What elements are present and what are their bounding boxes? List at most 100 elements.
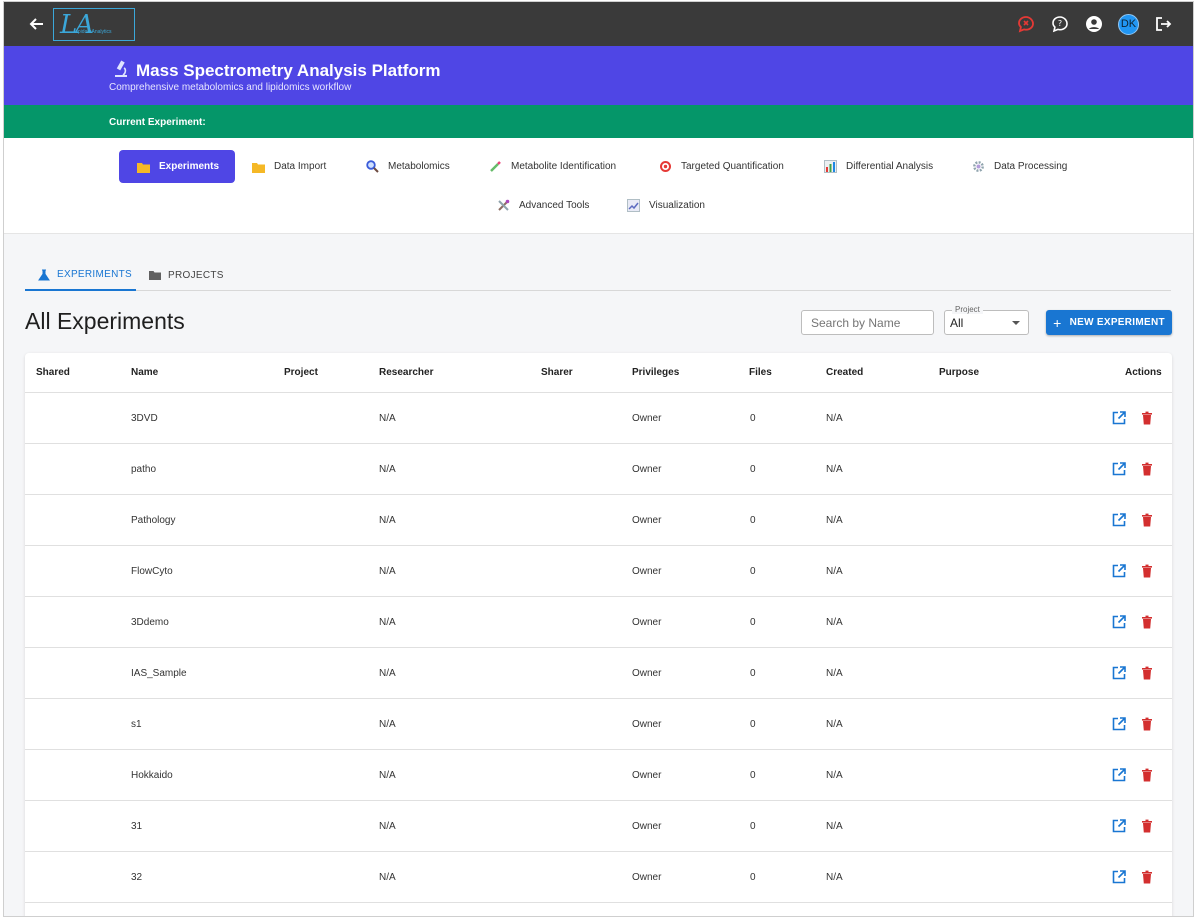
delete-icon[interactable] xyxy=(1140,870,1154,884)
column-header-project[interactable]: Project xyxy=(284,367,318,378)
cell-privileges: Owner xyxy=(632,719,662,730)
project-filter-value: All xyxy=(950,316,964,330)
table-row[interactable]: 31 N/A Owner 0 N/A xyxy=(25,801,1172,852)
open-external-icon[interactable] xyxy=(1112,666,1126,680)
column-header-purpose[interactable]: Purpose xyxy=(939,367,980,378)
toolbar-icons: ? DK xyxy=(1016,2,1173,46)
cell-privileges: Owner xyxy=(632,872,662,883)
delete-icon[interactable] xyxy=(1140,717,1154,731)
cell-privileges: Owner xyxy=(632,566,662,577)
cell-name: 32 xyxy=(131,872,143,883)
delete-icon[interactable] xyxy=(1140,513,1154,527)
nav-item-metabolomics[interactable]: Metabolomics xyxy=(365,150,450,183)
nav-item-differential-analysis[interactable]: Differential Analysis xyxy=(823,150,933,183)
project-filter-select[interactable]: Project All xyxy=(944,305,1029,335)
cell-files: 0 xyxy=(750,464,756,475)
help-chat-icon[interactable]: ? xyxy=(1050,14,1070,34)
microscope-icon xyxy=(112,60,130,78)
open-external-icon[interactable] xyxy=(1112,819,1126,833)
delete-icon[interactable] xyxy=(1140,819,1154,833)
cell-privileges: Owner xyxy=(632,515,662,526)
column-header-files[interactable]: Files xyxy=(749,367,772,378)
folder-icon xyxy=(149,270,161,282)
delete-icon[interactable] xyxy=(1140,411,1154,425)
open-external-icon[interactable] xyxy=(1112,870,1126,884)
cell-researcher: N/A xyxy=(379,515,396,526)
feedback-icon[interactable] xyxy=(1016,14,1036,34)
delete-icon[interactable] xyxy=(1140,666,1154,680)
delete-icon[interactable] xyxy=(1140,462,1154,476)
cell-created: N/A xyxy=(826,821,843,832)
table-row[interactable]: Hokkaido N/A Owner 0 N/A xyxy=(25,750,1172,801)
flask-icon xyxy=(38,269,50,281)
banner-subtitle: Comprehensive metabolomics and lipidomic… xyxy=(109,82,352,93)
cell-name: 3DVD xyxy=(131,413,158,424)
nav-item-targeted-quantification[interactable]: Targeted Quantification xyxy=(658,150,784,183)
page-title: All Experiments xyxy=(25,308,185,334)
cell-files: 0 xyxy=(750,566,756,577)
tab-projects[interactable]: PROJECTS xyxy=(149,260,224,291)
column-header-researcher[interactable]: Researcher xyxy=(379,367,434,378)
delete-icon[interactable] xyxy=(1140,768,1154,782)
platform-banner: Mass Spectrometry Analysis Platform Comp… xyxy=(4,46,1193,105)
table-row[interactable]: Pathology N/A Owner 0 N/A xyxy=(25,495,1172,546)
open-external-icon[interactable] xyxy=(1112,411,1126,425)
nav-item-data-import[interactable]: Data Import xyxy=(251,150,326,183)
cell-files: 0 xyxy=(750,413,756,424)
nav-item-data-processing[interactable]: Data Processing xyxy=(971,150,1067,183)
nav-item-label: Data Import xyxy=(274,161,327,172)
cell-name: 31 xyxy=(131,821,143,832)
open-external-icon[interactable] xyxy=(1112,717,1126,731)
top-app-bar: LA LipidomAnalytics ? DK xyxy=(4,2,1193,46)
nav-item-label: Advanced Tools xyxy=(519,200,590,211)
open-external-icon[interactable] xyxy=(1112,462,1126,476)
nav-item-experiments[interactable]: Experiments xyxy=(119,150,236,183)
column-header-privileges[interactable]: Privileges xyxy=(632,367,680,378)
cell-created: N/A xyxy=(826,413,843,424)
tab-bar: EXPERIMENTS PROJECTS xyxy=(25,260,1171,291)
search-input[interactable] xyxy=(801,310,934,335)
column-header-shared[interactable]: Shared xyxy=(36,367,70,378)
avatar[interactable]: DK xyxy=(1118,13,1139,35)
new-experiment-button[interactable]: + NEW EXPERIMENT xyxy=(1046,310,1172,335)
magnifier-icon xyxy=(365,160,379,174)
back-arrow-icon[interactable] xyxy=(26,13,48,35)
app-logo[interactable]: LA LipidomAnalytics xyxy=(53,8,135,41)
nav-item-advanced-tools[interactable]: Advanced Tools xyxy=(496,189,589,222)
open-external-icon[interactable] xyxy=(1112,513,1126,527)
column-header-created[interactable]: Created xyxy=(826,367,864,378)
cell-files: 0 xyxy=(750,617,756,628)
table-row[interactable]: IAS_Sample N/A Owner 0 N/A xyxy=(25,648,1172,699)
tab-experiments[interactable]: EXPERIMENTS xyxy=(25,260,136,291)
table-row[interactable]: 32 N/A Owner 0 N/A xyxy=(25,852,1172,903)
account-circle-icon[interactable] xyxy=(1084,14,1104,34)
table-header: Shared Name Project Researcher Sharer Pr… xyxy=(25,353,1172,393)
table-row[interactable]: 3Ddemo N/A Owner 0 N/A xyxy=(25,597,1172,648)
delete-icon[interactable] xyxy=(1140,615,1154,629)
cell-name: Hokkaido xyxy=(131,770,173,781)
table-row[interactable]: FlowCyto N/A Owner 0 N/A xyxy=(25,546,1172,597)
open-external-icon[interactable] xyxy=(1112,564,1126,578)
open-external-icon[interactable] xyxy=(1112,615,1126,629)
bar-chart-icon xyxy=(823,160,837,174)
tab-label: PROJECTS xyxy=(168,270,224,281)
logout-icon[interactable] xyxy=(1153,14,1173,34)
cell-created: N/A xyxy=(826,668,843,679)
open-external-icon[interactable] xyxy=(1112,768,1126,782)
logo-text: LA xyxy=(60,9,94,40)
cell-name: FlowCyto xyxy=(131,566,173,577)
cell-created: N/A xyxy=(826,566,843,577)
nav-item-metabolite-identification[interactable]: Metabolite Identification xyxy=(488,150,616,183)
table-row[interactable]: patho N/A Owner 0 N/A xyxy=(25,444,1172,495)
nav-item-visualization[interactable]: Visualization xyxy=(626,189,705,222)
experiments-table: Shared Name Project Researcher Sharer Pr… xyxy=(25,353,1172,916)
cell-created: N/A xyxy=(826,515,843,526)
delete-icon[interactable] xyxy=(1140,564,1154,578)
column-header-sharer[interactable]: Sharer xyxy=(541,367,573,378)
cell-privileges: Owner xyxy=(632,770,662,781)
cell-created: N/A xyxy=(826,719,843,730)
table-row[interactable]: 3DVD N/A Owner 0 N/A xyxy=(25,393,1172,444)
table-row[interactable]: s1 N/A Owner 0 N/A xyxy=(25,699,1172,750)
column-header-name[interactable]: Name xyxy=(131,367,159,378)
app-window: LA LipidomAnalytics ? DK Mass Spectromet… xyxy=(3,1,1194,917)
